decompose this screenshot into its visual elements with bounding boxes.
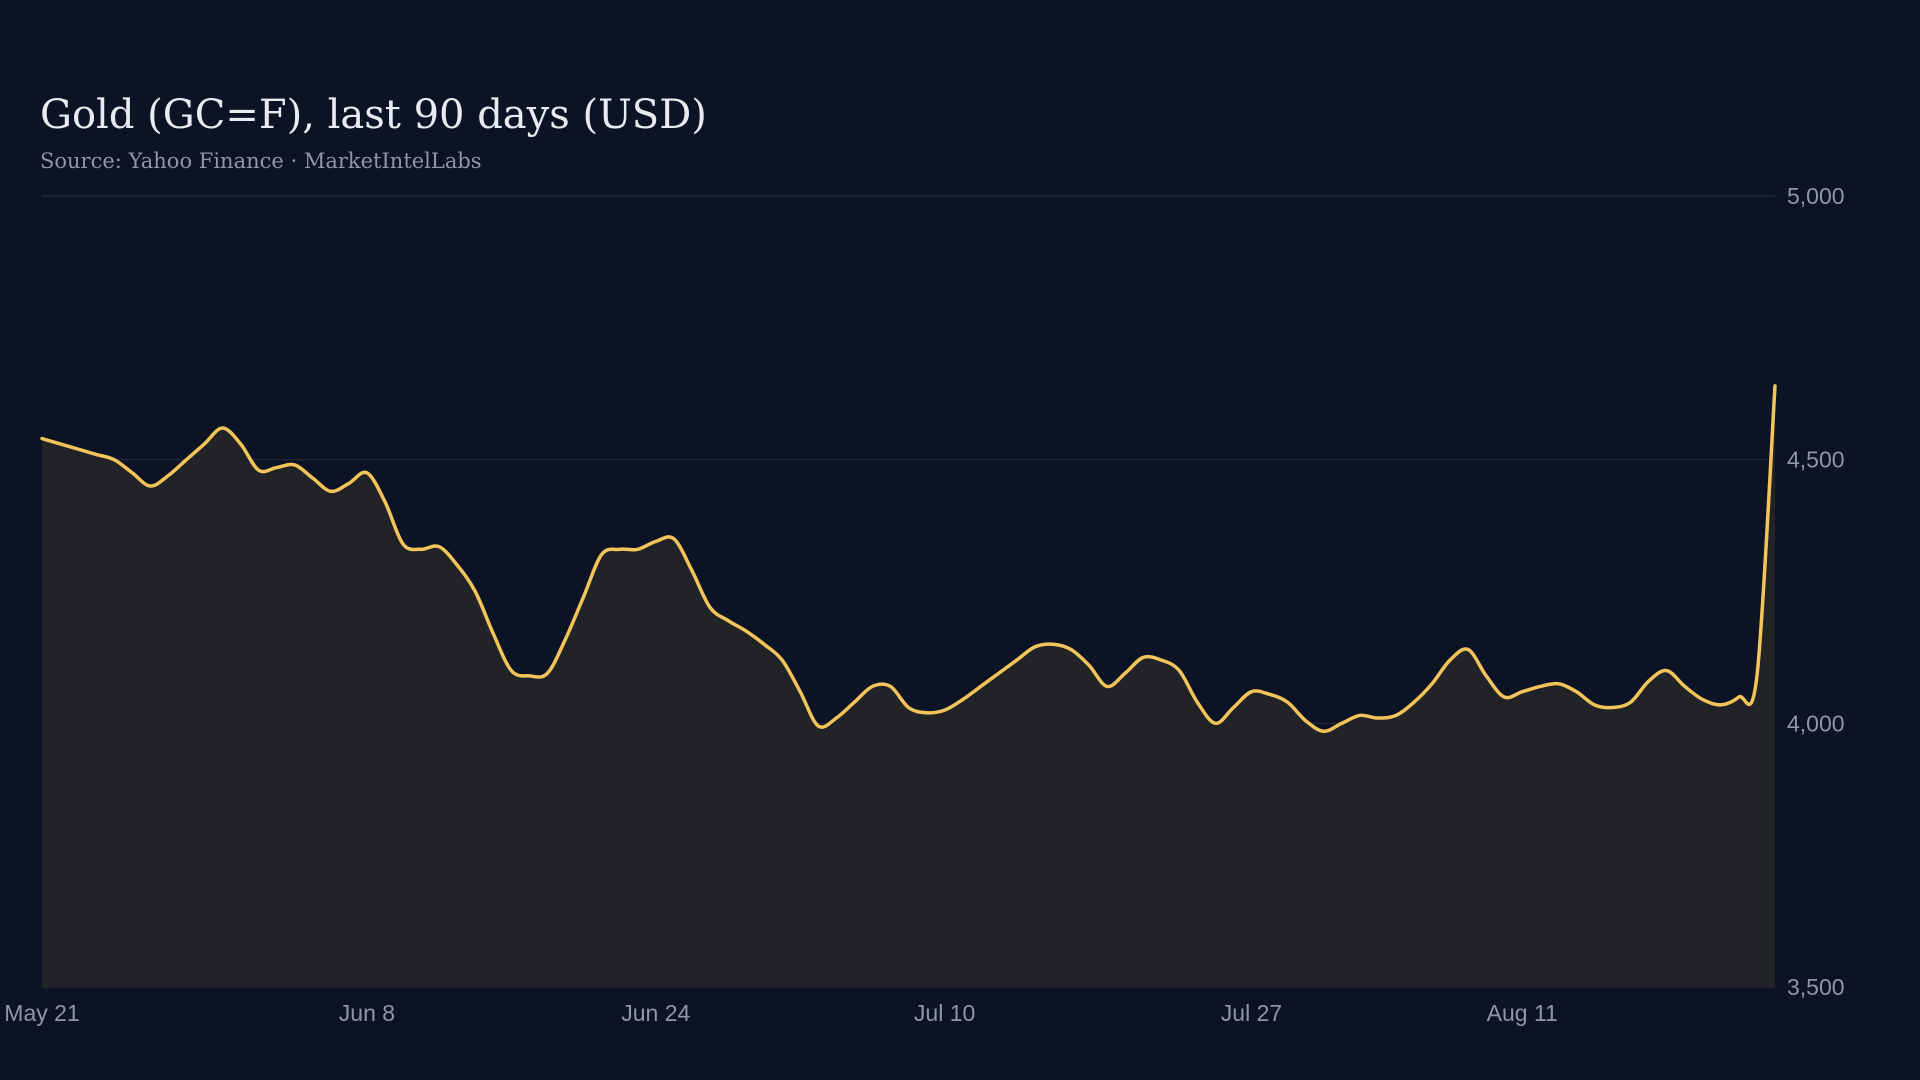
y-axis: 3,500 4,000 4,500 5,000 xyxy=(1787,183,1845,1000)
y-tick-label: 3,500 xyxy=(1787,974,1845,1000)
y-tick-label: 5,000 xyxy=(1787,183,1845,209)
x-tick-label: Jul 10 xyxy=(914,1000,975,1026)
chart-subtitle: Source: Yahoo Finance · MarketIntelLabs xyxy=(40,149,482,173)
y-tick-label: 4,000 xyxy=(1787,710,1845,736)
x-tick-label: Jul 27 xyxy=(1221,1000,1282,1026)
chart-title: Gold (GC=F), last 90 days (USD) xyxy=(40,92,707,138)
x-axis: May 21 Jun 8 Jun 24 Jul 10 Jul 27 Aug 11 xyxy=(4,1000,1558,1026)
x-tick-label: May 21 xyxy=(4,1000,79,1026)
x-tick-label: Jun 8 xyxy=(339,1000,395,1026)
price-area xyxy=(42,385,1775,988)
price-area-fill xyxy=(42,385,1775,988)
price-line xyxy=(40,384,1777,733)
x-tick-label: Jun 24 xyxy=(621,1000,690,1026)
x-tick-label: Aug 11 xyxy=(1487,1000,1558,1026)
y-tick-label: 4,500 xyxy=(1787,447,1845,473)
price-series xyxy=(40,384,1777,733)
